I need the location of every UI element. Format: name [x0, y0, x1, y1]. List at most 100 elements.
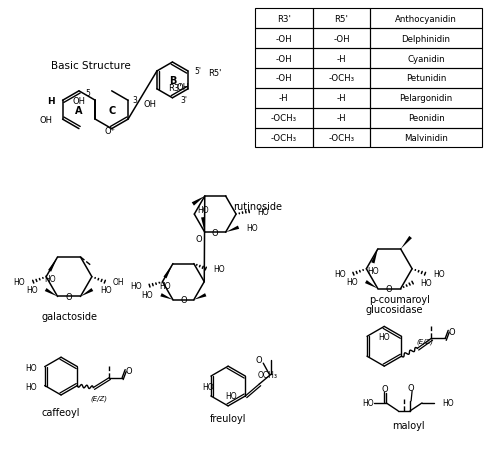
Text: -OH: -OH — [276, 74, 292, 83]
Text: HO: HO — [142, 291, 153, 299]
Text: O: O — [66, 293, 72, 301]
Text: HO: HO — [420, 278, 432, 288]
Polygon shape — [400, 237, 412, 249]
Text: -H: -H — [336, 114, 346, 123]
Text: HO: HO — [346, 278, 358, 287]
Text: R5': R5' — [208, 69, 221, 78]
Text: R3': R3' — [168, 84, 181, 93]
Text: O: O — [212, 228, 218, 237]
Bar — [370, 69, 482, 89]
Text: HO: HO — [130, 282, 141, 290]
Text: -OCH₃: -OCH₃ — [328, 74, 354, 83]
Polygon shape — [45, 288, 58, 297]
Polygon shape — [160, 293, 173, 300]
Text: -H: -H — [279, 94, 288, 103]
Text: -H: -H — [336, 94, 346, 103]
Polygon shape — [201, 217, 205, 233]
Bar — [255, 108, 312, 128]
Text: B: B — [168, 76, 176, 86]
Polygon shape — [371, 249, 378, 264]
Bar — [370, 29, 482, 49]
Text: HO: HO — [367, 267, 378, 276]
Text: OH: OH — [113, 278, 124, 287]
Text: HO: HO — [26, 285, 38, 294]
Text: Petunidin: Petunidin — [406, 74, 446, 83]
Text: HO: HO — [100, 285, 112, 294]
Polygon shape — [194, 293, 206, 300]
Bar — [370, 89, 482, 108]
Text: -OH: -OH — [276, 35, 292, 44]
Text: Basic Structure: Basic Structure — [51, 61, 131, 71]
Bar — [312, 108, 370, 128]
Text: HO: HO — [25, 382, 36, 391]
Text: O: O — [382, 384, 388, 393]
Polygon shape — [226, 226, 239, 233]
Text: HO: HO — [362, 399, 374, 408]
Bar — [255, 89, 312, 108]
Text: rutinoside: rutinoside — [233, 202, 282, 212]
Text: -OCH₃: -OCH₃ — [270, 134, 297, 143]
Text: C: C — [108, 106, 116, 116]
Text: HO: HO — [334, 270, 345, 278]
Bar — [312, 69, 370, 89]
Bar — [255, 128, 312, 148]
Text: O: O — [195, 235, 202, 244]
Text: HO: HO — [25, 364, 36, 372]
Text: OH: OH — [72, 97, 86, 106]
Text: HO: HO — [442, 399, 454, 408]
Bar — [312, 29, 370, 49]
Polygon shape — [192, 197, 205, 206]
Text: glucosidase: glucosidase — [366, 304, 423, 314]
Text: p-coumaroyl: p-coumaroyl — [368, 294, 430, 304]
Bar — [255, 49, 312, 69]
Text: Cyanidin: Cyanidin — [407, 55, 445, 63]
Text: maloyl: maloyl — [392, 420, 424, 430]
Text: R3': R3' — [277, 15, 291, 24]
Bar — [312, 9, 370, 29]
Text: 3': 3' — [180, 96, 188, 105]
Text: Peonidin: Peonidin — [408, 114, 445, 123]
Text: O: O — [449, 327, 456, 336]
Text: caffeoyl: caffeoyl — [42, 407, 80, 417]
Text: Pelargonidin: Pelargonidin — [400, 94, 452, 103]
Text: Anthocyanidin: Anthocyanidin — [395, 15, 457, 24]
Text: freuloyl: freuloyl — [210, 413, 246, 423]
Text: O⁺: O⁺ — [104, 127, 116, 136]
Text: 5': 5' — [194, 67, 201, 76]
Bar — [370, 128, 482, 148]
Text: O: O — [180, 296, 186, 304]
Text: HO: HO — [44, 275, 56, 283]
Text: OH: OH — [144, 100, 157, 109]
Text: HO: HO — [197, 205, 208, 214]
Text: Delphinidin: Delphinidin — [402, 35, 450, 44]
Polygon shape — [164, 264, 173, 279]
Text: O: O — [408, 383, 414, 392]
Text: HO: HO — [214, 264, 226, 273]
Bar — [312, 128, 370, 148]
Text: HO: HO — [378, 332, 390, 341]
Text: OH: OH — [40, 116, 52, 124]
Text: R5': R5' — [334, 15, 348, 24]
Text: 3: 3 — [132, 96, 137, 105]
Bar — [370, 108, 482, 128]
Bar — [255, 29, 312, 49]
Text: -OCH₃: -OCH₃ — [270, 114, 297, 123]
Bar — [312, 49, 370, 69]
Text: HO: HO — [433, 270, 444, 278]
Bar — [370, 49, 482, 69]
Text: OH: OH — [177, 83, 190, 92]
Text: A: A — [75, 106, 82, 116]
Text: -OH: -OH — [333, 35, 350, 44]
Text: Malvinidin: Malvinidin — [404, 134, 448, 143]
Bar — [312, 89, 370, 108]
Polygon shape — [365, 280, 378, 289]
Text: HO: HO — [257, 207, 268, 216]
Bar — [255, 9, 312, 29]
Text: O: O — [256, 355, 262, 364]
Polygon shape — [48, 258, 58, 272]
Bar — [370, 9, 482, 29]
Text: -H: -H — [336, 55, 346, 63]
Text: (E/Z): (E/Z) — [91, 394, 108, 401]
Text: -OCH₃: -OCH₃ — [328, 134, 354, 143]
Polygon shape — [80, 288, 94, 297]
